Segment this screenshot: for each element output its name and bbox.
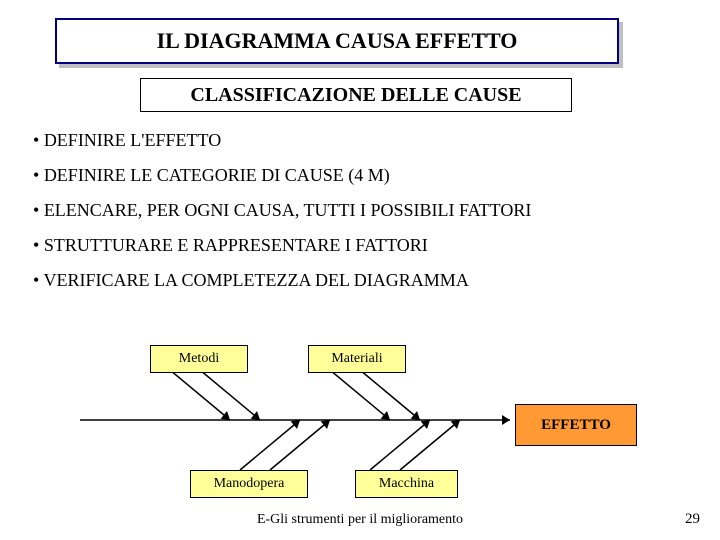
page-number: 29: [685, 511, 700, 528]
bullet-text: ELENCARE, PER OGNI CAUSA, TUTTI I POSSIB…: [44, 200, 532, 220]
bullet-text: VERIFICARE LA COMPLETEZZA DEL DIAGRAMMA: [43, 270, 468, 290]
fishbone-node-macchina: Macchina: [355, 470, 458, 498]
bullet-item: • STRUTTURARE E RAPPRESENTARE I FATTORI: [33, 235, 673, 256]
subtitle-text: CLASSIFICAZIONE DELLE CAUSE: [190, 84, 521, 107]
fishbone-node-metodi: Metodi: [150, 345, 248, 373]
fishbone-node-manodopera: Manodopera: [190, 470, 308, 498]
bullet-item: • ELENCARE, PER OGNI CAUSA, TUTTI I POSS…: [33, 200, 673, 221]
bullet-item: • DEFINIRE L'EFFETTO: [33, 130, 673, 151]
subtitle-box: CLASSIFICAZIONE DELLE CAUSE: [140, 78, 572, 112]
title-box: IL DIAGRAMMA CAUSA EFFETTO: [55, 18, 619, 64]
footer-center: E-Gli strumenti per il miglioramento: [0, 512, 720, 528]
footer-text: E-Gli strumenti per il miglioramento: [257, 512, 463, 527]
bullet-text: DEFINIRE LE CATEGORIE DI CAUSE (4 M): [44, 165, 390, 185]
bullet-item: • VERIFICARE LA COMPLETEZZA DEL DIAGRAMM…: [33, 270, 673, 291]
bullet-text: DEFINIRE L'EFFETTO: [44, 130, 221, 150]
bullet-list: • DEFINIRE L'EFFETTO • DEFINIRE LE CATEG…: [33, 130, 673, 305]
fishbone-node-materiali: Materiali: [308, 345, 406, 373]
bullet-text: STRUTTURARE E RAPPRESENTARE I FATTORI: [44, 235, 428, 255]
bullet-item: • DEFINIRE LE CATEGORIE DI CAUSE (4 M): [33, 165, 673, 186]
title-text: IL DIAGRAMMA CAUSA EFFETTO: [157, 28, 518, 54]
page-number-text: 29: [685, 511, 700, 527]
fishbone-effect: EFFETTO: [515, 404, 637, 446]
